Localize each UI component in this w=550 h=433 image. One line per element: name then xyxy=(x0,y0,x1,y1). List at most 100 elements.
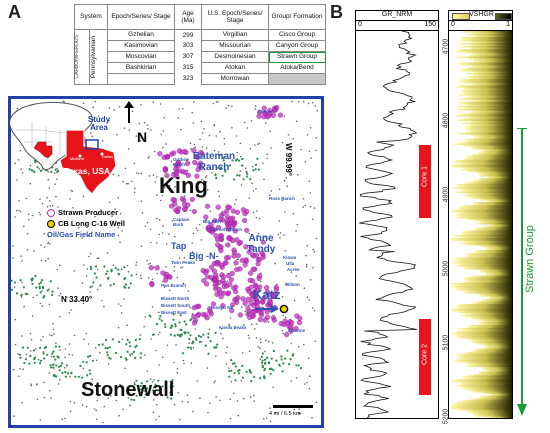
green-well-dot xyxy=(92,281,95,284)
strawn-producer-marker xyxy=(195,154,201,160)
well-dot xyxy=(274,262,276,265)
strawn-producer-marker xyxy=(293,325,299,332)
well-dot xyxy=(40,339,42,341)
well-dot xyxy=(49,389,51,392)
well-dot xyxy=(281,329,284,332)
well-dot xyxy=(104,224,107,227)
well-dot xyxy=(25,353,27,356)
well-dot xyxy=(269,407,271,410)
vshgr-bar xyxy=(479,199,512,201)
well-dot xyxy=(303,287,306,289)
vshgr-bar xyxy=(465,277,512,279)
strawn-producer-marker xyxy=(162,277,169,283)
vshgr-bar xyxy=(457,215,512,218)
well-dot xyxy=(30,350,32,352)
vshgr-bar xyxy=(463,268,512,270)
green-well-dot xyxy=(263,369,266,372)
well-dot xyxy=(176,276,179,279)
field-label-small: Juniper xyxy=(257,109,274,114)
well-dot xyxy=(182,282,185,285)
stage-cell: Bashkirian xyxy=(107,62,175,74)
well-dot xyxy=(146,370,149,372)
strawn-producer-marker xyxy=(249,244,255,250)
vshgr-bar xyxy=(457,119,512,122)
green-well-dot xyxy=(46,353,49,356)
green-well-dot xyxy=(182,352,185,355)
green-well-dot xyxy=(112,283,115,286)
well-dot xyxy=(271,342,274,344)
strawn-producer-marker xyxy=(257,273,263,279)
green-well-dot xyxy=(15,292,19,295)
green-well-dot xyxy=(260,355,263,358)
well-dot xyxy=(73,402,76,404)
strawn-producer-marker xyxy=(260,239,266,245)
strawn-producer-marker xyxy=(162,166,168,172)
green-well-dot xyxy=(281,370,284,373)
well-dot xyxy=(143,121,146,124)
well-dot xyxy=(209,210,212,212)
green-well-dot xyxy=(118,340,121,344)
well-dot xyxy=(274,412,277,414)
vshgr-bar xyxy=(460,383,512,386)
green-well-dot xyxy=(275,359,278,362)
well-dot xyxy=(235,199,237,201)
well-dot xyxy=(156,176,158,178)
well-dot xyxy=(240,306,243,308)
green-well-dot xyxy=(106,270,109,273)
green-well-dot xyxy=(108,356,111,359)
green-well-dot xyxy=(289,358,292,361)
well-dot xyxy=(305,254,307,257)
green-well-dot xyxy=(53,375,56,378)
green-well-dot xyxy=(34,161,37,164)
vshgr-bar xyxy=(451,166,512,168)
well-marker-icon xyxy=(47,219,55,228)
vshgr-bar xyxy=(456,257,512,260)
well-dot xyxy=(159,331,161,334)
vshgr-bar xyxy=(460,46,512,48)
core-2-bar: Core 2 xyxy=(419,319,431,395)
well-dot xyxy=(94,215,96,218)
strawn-producer-marker xyxy=(154,265,160,271)
well-dot xyxy=(256,235,259,237)
vshgr-bar xyxy=(458,307,512,309)
well-dot xyxy=(237,414,240,417)
green-well-dot xyxy=(133,398,136,402)
green-well-dot xyxy=(97,343,101,346)
strawn-producer-marker xyxy=(246,249,252,255)
well-dot xyxy=(246,127,249,129)
vshgr-bar xyxy=(471,340,512,342)
green-well-dot xyxy=(154,383,157,386)
depth-tick-label: 5000 xyxy=(442,260,450,277)
green-well-dot xyxy=(123,266,126,269)
well-dot xyxy=(270,190,273,192)
green-well-dot xyxy=(157,379,160,382)
green-well-dot xyxy=(228,370,231,373)
green-well-dot xyxy=(152,333,155,336)
green-well-dot xyxy=(94,265,98,268)
well-dot xyxy=(73,334,76,337)
well-dot xyxy=(310,157,313,159)
strawn-producer-marker xyxy=(229,308,235,314)
well-dot xyxy=(219,154,221,157)
well-dot xyxy=(20,296,23,298)
vshgr-bar xyxy=(480,295,512,297)
well-dots xyxy=(12,100,319,424)
vshgr-bar xyxy=(463,118,512,120)
well-dot xyxy=(34,347,37,350)
green-well-dot xyxy=(11,288,13,291)
green-well-dot xyxy=(234,365,237,368)
well-dot xyxy=(309,192,312,194)
well-dot xyxy=(83,338,85,341)
well-dot xyxy=(158,311,160,314)
well-dot xyxy=(201,132,204,134)
well-dot xyxy=(171,177,173,179)
well-dot xyxy=(29,164,32,167)
green-well-dot xyxy=(33,361,36,364)
well-dot xyxy=(174,186,176,188)
green-well-dot xyxy=(221,157,224,160)
vshgr-bar xyxy=(478,175,512,177)
well-dot xyxy=(59,315,61,318)
well-dot xyxy=(101,140,104,142)
green-well-dot xyxy=(254,163,258,167)
strawn-producer-marker xyxy=(203,214,209,220)
